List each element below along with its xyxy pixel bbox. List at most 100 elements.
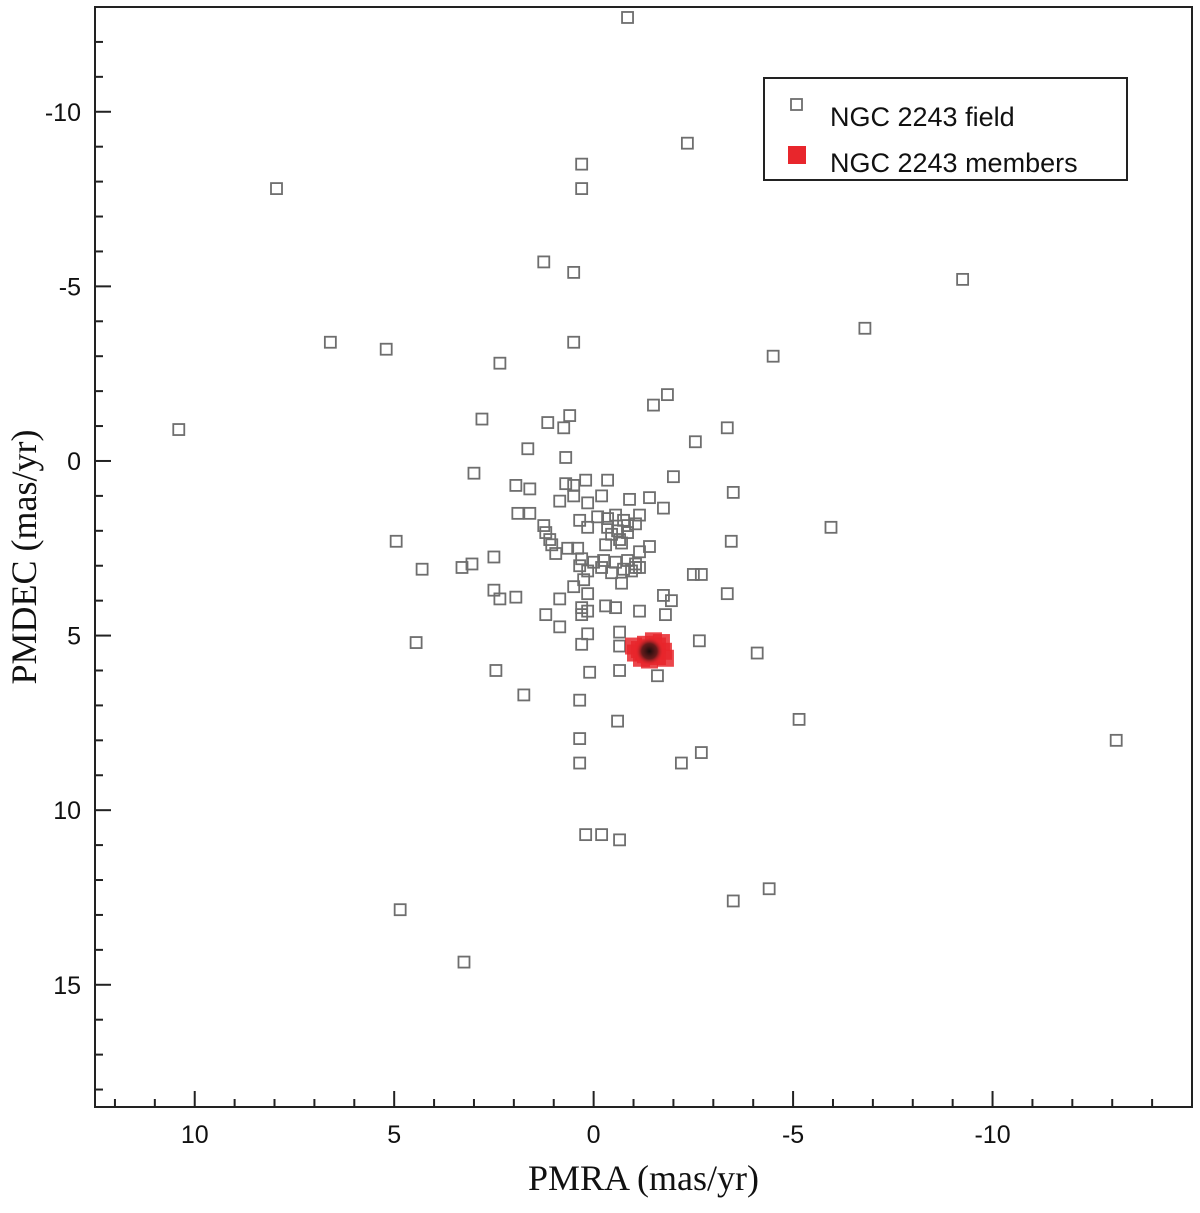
field-point (537, 255, 551, 269)
field-point (539, 608, 553, 622)
field-point (613, 533, 626, 546)
field-point (726, 485, 740, 499)
member-density-core (635, 637, 664, 666)
field-point (694, 568, 708, 581)
field-point (629, 561, 642, 574)
field-point (409, 636, 423, 649)
field-point (726, 894, 740, 908)
field-point (489, 664, 503, 677)
field-point (599, 538, 613, 552)
field-point (575, 157, 589, 171)
field-point (581, 627, 595, 641)
field-point (493, 356, 507, 370)
field-point (720, 421, 734, 435)
field-point (457, 955, 471, 969)
field-point (493, 592, 507, 606)
field-point (557, 421, 571, 435)
field-point (858, 321, 872, 335)
field-point (617, 562, 630, 576)
field-point (537, 519, 551, 532)
field-point (674, 756, 688, 770)
field-point (575, 552, 589, 566)
field-point (601, 512, 614, 525)
field-point (509, 590, 523, 604)
field-point (605, 566, 618, 580)
field-point (455, 561, 469, 574)
field-point (694, 746, 708, 759)
field-point (792, 712, 806, 726)
field-point (824, 520, 838, 534)
field-point (762, 882, 776, 896)
y-axis-ticks: -10 -5 0 5 10 15 (45, 6, 111, 1091)
field-point (633, 604, 646, 618)
field-point (688, 435, 702, 449)
x-tick-label: -5 (782, 1121, 804, 1149)
field-point (615, 576, 628, 590)
field-point (633, 561, 646, 574)
field-point (613, 664, 626, 677)
field-point (595, 828, 609, 842)
field-series (172, 11, 1123, 969)
field-point (750, 646, 764, 660)
field-point (621, 519, 634, 532)
field-point (511, 506, 525, 520)
field-point (567, 265, 581, 279)
x-tick-label: -10 (974, 1121, 1010, 1149)
field-point (573, 693, 587, 707)
field-point (629, 557, 642, 571)
field-point (545, 538, 559, 552)
field-point (611, 714, 624, 728)
field-point (643, 540, 656, 553)
field-point (567, 335, 581, 349)
field-point (623, 492, 636, 506)
field-point (415, 562, 429, 576)
field-point (1109, 733, 1123, 747)
field-point (509, 479, 523, 492)
plot-area-frame (94, 6, 1193, 1108)
field-point (573, 732, 587, 745)
field-point (579, 473, 593, 487)
legend-label-field: NGC 2243 field (830, 102, 1015, 132)
field-point (172, 423, 186, 436)
field-point (599, 599, 613, 613)
legend-label-members: NGC 2243 members (830, 148, 1078, 178)
field-point (270, 182, 283, 195)
y-tick-label: -10 (45, 99, 81, 127)
field-point (581, 564, 595, 578)
field-point (573, 513, 587, 527)
field-point (613, 625, 626, 639)
field-point (579, 828, 593, 842)
field-point (956, 272, 970, 286)
field-point (667, 470, 680, 484)
field-point (657, 501, 670, 515)
x-axis-ticks: 10 5 0 -5 -10 (113, 1091, 1154, 1149)
field-point (613, 639, 626, 653)
field-point (720, 587, 734, 601)
field-point (553, 592, 567, 606)
field-point (575, 182, 589, 195)
y-tick-label: -5 (59, 273, 81, 301)
field-point (581, 496, 595, 510)
x-axis-title: PMRA (mas/yr) (528, 1158, 759, 1198)
field-point (597, 554, 611, 567)
field-point (549, 547, 563, 560)
field-point (581, 587, 595, 601)
field-point (517, 688, 531, 702)
field-point (581, 604, 595, 618)
field-point (573, 756, 587, 770)
field-point (465, 557, 479, 571)
field-point (523, 482, 537, 496)
x-tick-label: 5 (387, 1121, 401, 1149)
legend-marker-members (788, 146, 806, 164)
field-point (393, 903, 407, 917)
field-point (651, 669, 664, 683)
field-point (567, 580, 581, 594)
field-point (523, 506, 537, 520)
field-point (659, 608, 672, 622)
field-point (621, 11, 634, 24)
field-point (553, 620, 567, 634)
field-point (601, 473, 614, 487)
field-point (615, 536, 628, 550)
field-point (487, 550, 501, 564)
